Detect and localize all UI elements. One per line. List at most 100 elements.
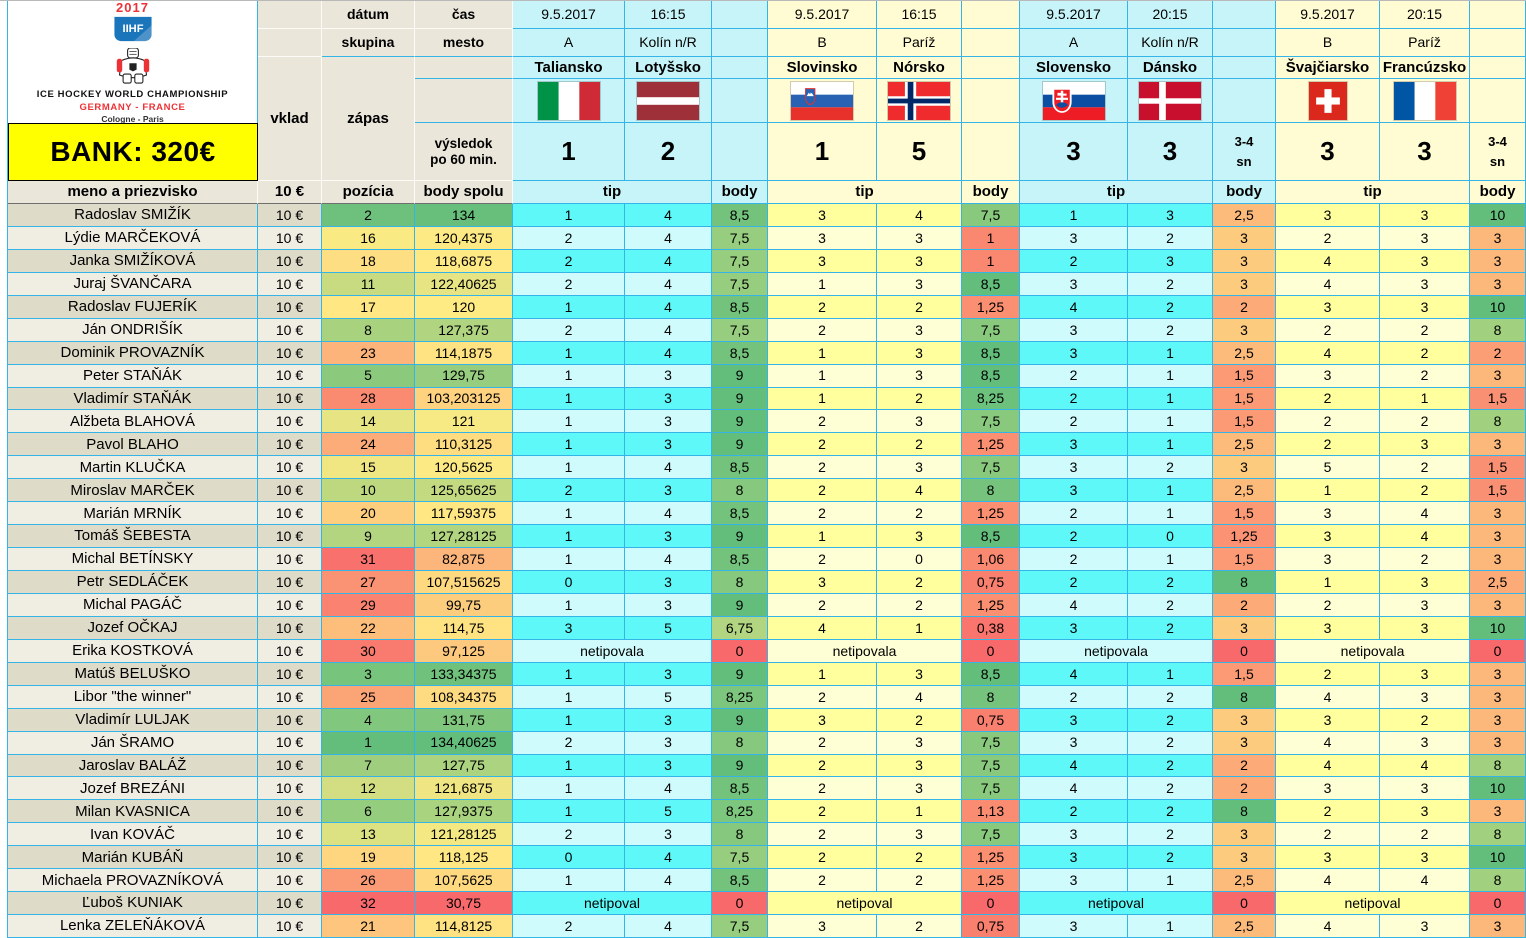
empty-cell[interactable]: [1470, 79, 1526, 123]
match-points[interactable]: 7,5: [962, 204, 1020, 227]
player-stake[interactable]: 10 €: [258, 685, 322, 709]
tip-away[interactable]: 5: [625, 685, 712, 709]
player-stake[interactable]: 10 €: [258, 662, 322, 686]
tip-home[interactable]: 2: [1020, 249, 1128, 273]
tip-away[interactable]: 3: [1380, 800, 1470, 824]
tip-home[interactable]: 4: [1020, 777, 1128, 801]
player-stake[interactable]: 10 €: [258, 502, 322, 526]
match-points[interactable]: 0,38: [962, 616, 1020, 640]
tip-home[interactable]: 0: [513, 846, 625, 870]
team-home-name[interactable]: Švajčiarsko: [1276, 57, 1380, 79]
match-group[interactable]: B: [768, 29, 877, 57]
player-position[interactable]: 9: [322, 525, 415, 549]
tip-away[interactable]: 3: [1380, 249, 1470, 273]
tip-away[interactable]: 1: [1128, 479, 1213, 503]
player-total[interactable]: 127,28125: [415, 525, 513, 549]
match-points[interactable]: 3: [1213, 823, 1276, 847]
match-points[interactable]: 1: [962, 249, 1020, 273]
tip-away[interactable]: 3: [877, 272, 962, 296]
player-total[interactable]: 133,34375: [415, 662, 513, 686]
tip-away[interactable]: 4: [625, 548, 712, 571]
tip-home[interactable]: 2: [768, 777, 877, 801]
tip-away[interactable]: 3: [877, 731, 962, 755]
player-name[interactable]: Janka SMIŽÍKOVÁ: [8, 249, 258, 273]
player-total[interactable]: 97,125: [415, 639, 513, 663]
shootout-note[interactable]: 3-4 sn: [1470, 123, 1526, 181]
match-points[interactable]: 1,5: [1470, 387, 1526, 411]
tip-home[interactable]: 2: [1276, 318, 1380, 342]
empty-cell[interactable]: [712, 29, 768, 57]
tip-home[interactable]: 2: [768, 869, 877, 893]
tip-home[interactable]: 2: [1020, 571, 1128, 594]
tip-away[interactable]: 3: [1380, 593, 1470, 617]
player-name[interactable]: Alžbeta BLAHOVÁ: [8, 410, 258, 434]
player-position[interactable]: 8: [322, 318, 415, 342]
player-position[interactable]: 6: [322, 800, 415, 824]
player-stake[interactable]: 10 €: [258, 525, 322, 549]
match-points[interactable]: 8: [1470, 869, 1526, 893]
tip-away[interactable]: 4: [625, 869, 712, 893]
team-away-name[interactable]: Dánsko: [1128, 57, 1213, 79]
player-name[interactable]: Tomáš ŠEBESTA: [8, 525, 258, 549]
player-total[interactable]: 114,75: [415, 616, 513, 640]
tip-away[interactable]: 4: [1380, 869, 1470, 893]
tip-home[interactable]: 2: [1276, 593, 1380, 617]
tip-away[interactable]: 3: [877, 754, 962, 778]
player-name[interactable]: Ivan KOVÁČ: [8, 823, 258, 847]
tip-home[interactable]: 1: [513, 548, 625, 571]
tip-away[interactable]: 3: [877, 662, 962, 686]
empty-cell[interactable]: [415, 79, 513, 123]
player-position[interactable]: 14: [322, 410, 415, 434]
tip-away[interactable]: 1: [1128, 341, 1213, 365]
tip-column-header[interactable]: tip: [768, 181, 962, 204]
player-total[interactable]: 107,5625: [415, 869, 513, 893]
tip-home[interactable]: 4: [1276, 915, 1380, 938]
match-points[interactable]: 1,25: [962, 433, 1020, 457]
match-points[interactable]: 1,5: [1470, 456, 1526, 480]
match-points[interactable]: 9: [712, 708, 768, 732]
player-stake[interactable]: 10 €: [258, 318, 322, 342]
player-position[interactable]: 1: [322, 731, 415, 755]
tip-away[interactable]: 3: [625, 593, 712, 617]
match-points[interactable]: 3: [1470, 731, 1526, 755]
tip-away[interactable]: 2: [1128, 272, 1213, 296]
player-total[interactable]: 129,75: [415, 364, 513, 388]
match-points[interactable]: 7,5: [962, 823, 1020, 847]
tip-away[interactable]: 2: [1380, 456, 1470, 480]
empty-cell[interactable]: [415, 57, 513, 79]
tip-home[interactable]: 3: [1020, 731, 1128, 755]
match-points[interactable]: 3: [1470, 685, 1526, 709]
match-points[interactable]: 8,5: [962, 341, 1020, 365]
match-points[interactable]: 0: [712, 892, 768, 916]
tip-home[interactable]: 2: [768, 410, 877, 434]
tip-home[interactable]: 5: [1276, 456, 1380, 480]
match-points[interactable]: 9: [712, 662, 768, 686]
player-total[interactable]: 103,203125: [415, 387, 513, 411]
player-position[interactable]: 5: [322, 364, 415, 388]
tip-away[interactable]: 4: [1380, 754, 1470, 778]
player-position[interactable]: 2: [322, 204, 415, 227]
shootout-note[interactable]: [712, 123, 768, 181]
empty-cell[interactable]: [1213, 79, 1276, 123]
tip-home[interactable]: 3: [1276, 525, 1380, 549]
tip-away[interactable]: 2: [1380, 341, 1470, 365]
empty-cell[interactable]: [712, 57, 768, 79]
empty-cell[interactable]: [712, 79, 768, 123]
match-city[interactable]: Paríž: [1380, 29, 1470, 57]
score-away[interactable]: 3: [1128, 123, 1213, 181]
player-name[interactable]: Lenka ZELEŇÁKOVÁ: [8, 915, 258, 938]
tip-away[interactable]: 3: [625, 433, 712, 457]
tip-home[interactable]: 1: [768, 662, 877, 686]
tip-home[interactable]: 2: [768, 548, 877, 571]
empty-cell[interactable]: [962, 57, 1020, 79]
player-position[interactable]: 30: [322, 639, 415, 663]
match-points[interactable]: 8: [1213, 571, 1276, 594]
tip-home[interactable]: 3: [1276, 364, 1380, 388]
tip-home[interactable]: 1: [513, 525, 625, 549]
tip-away[interactable]: 3: [1380, 915, 1470, 938]
tip-away[interactable]: 2: [1128, 593, 1213, 617]
tip-home[interactable]: 1: [513, 869, 625, 893]
match-points[interactable]: 8,5: [962, 662, 1020, 686]
total-column-header[interactable]: body spolu: [415, 181, 513, 204]
match-time[interactable]: 16:15: [625, 1, 712, 29]
